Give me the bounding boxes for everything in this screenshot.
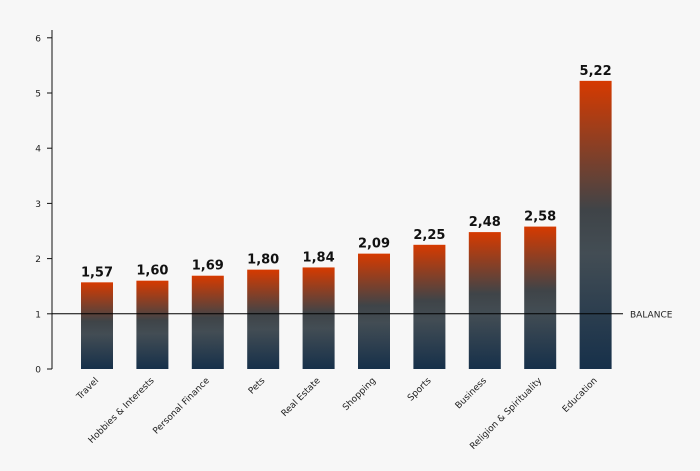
data-label: 1,60 [136, 264, 168, 279]
data-label: 5,22 [580, 64, 612, 79]
y-tick-label: 2 [35, 255, 41, 265]
balance-label: BALANCE [630, 310, 673, 320]
data-label: 1,84 [303, 250, 335, 265]
bar-shopping [358, 253, 390, 369]
x-tick-label: Shopping [341, 376, 378, 413]
data-label: 1,57 [81, 265, 113, 280]
y-tick-label: 1 [35, 310, 41, 320]
bar-hobbies-interests [136, 280, 169, 369]
data-label: 2,58 [524, 210, 556, 225]
x-tick-label: Business [454, 376, 489, 411]
x-tick-label: Personal Finance [151, 376, 212, 437]
bar-travel [81, 282, 113, 369]
bar-religion-spirituality [524, 226, 557, 369]
x-tick-label: Real Estate [280, 376, 323, 419]
bar-education [579, 80, 612, 369]
bar-personal-finance [191, 275, 224, 369]
data-label: 1,69 [192, 259, 224, 274]
data-label: 1,80 [247, 253, 279, 268]
data-label: 2,48 [469, 215, 501, 230]
y-tick-label: 3 [35, 200, 41, 210]
x-tick-label: Travel [74, 376, 101, 403]
x-tick-label: Sports [406, 376, 434, 404]
bar-sports [413, 244, 446, 369]
bar-business [468, 232, 501, 369]
x-tick-label: Pets [247, 376, 268, 397]
data-label: 2,09 [358, 237, 390, 252]
y-tick-label: 6 [35, 34, 41, 44]
y-tick-label: 0 [35, 366, 41, 376]
bar-real-estate [302, 267, 335, 369]
bar-pets [247, 269, 280, 369]
x-tick-label: Education [561, 376, 600, 415]
y-tick-label: 4 [35, 145, 41, 155]
data-label: 2,25 [413, 228, 445, 243]
y-tick-label: 5 [35, 90, 41, 100]
